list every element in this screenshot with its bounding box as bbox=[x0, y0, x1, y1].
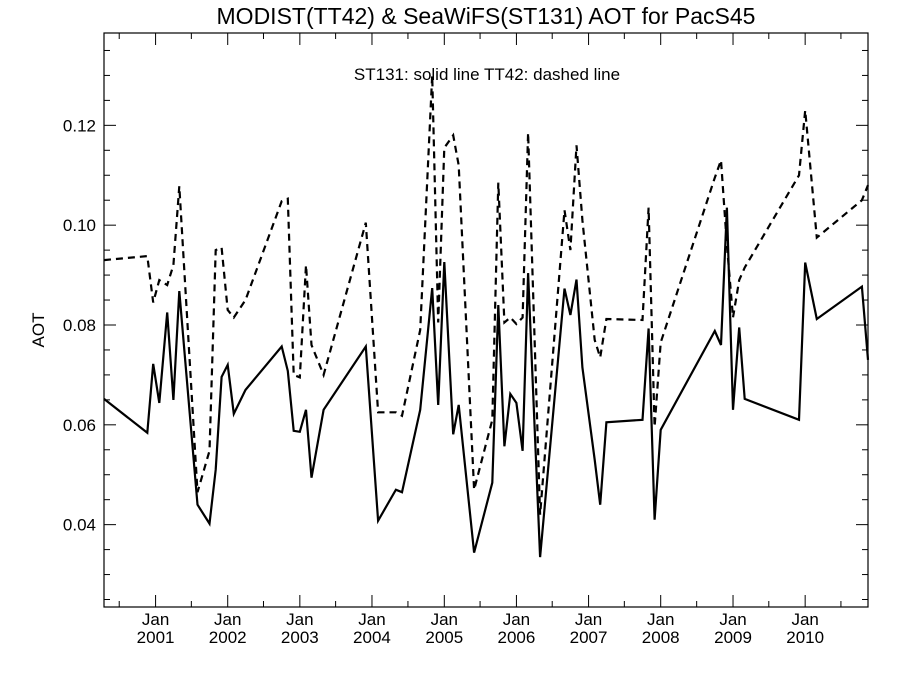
series-line-tt42 bbox=[103, 75, 870, 515]
tick-labels: 0.040.060.080.100.12Jan2001Jan2002Jan200… bbox=[63, 116, 824, 647]
x-tick-month: Jan bbox=[214, 610, 241, 629]
x-tick-year: 2002 bbox=[209, 628, 247, 647]
x-tick-month: Jan bbox=[142, 610, 169, 629]
x-tick-year: 2008 bbox=[642, 628, 680, 647]
x-tick-month: Jan bbox=[286, 610, 313, 629]
axis-ticks bbox=[104, 33, 868, 607]
x-tick-month: Jan bbox=[791, 610, 818, 629]
y-tick-label: 0.08 bbox=[63, 316, 96, 335]
y-axis-label: AOT bbox=[29, 313, 48, 348]
x-tick-year: 2003 bbox=[281, 628, 319, 647]
series-lines bbox=[103, 75, 870, 558]
x-tick-year: 2004 bbox=[353, 628, 391, 647]
y-tick-label: 0.12 bbox=[63, 116, 96, 135]
x-tick-year: 2007 bbox=[570, 628, 608, 647]
x-tick-month: Jan bbox=[431, 610, 458, 629]
plot-frame bbox=[103, 32, 869, 608]
x-tick-year: 2005 bbox=[425, 628, 463, 647]
series-line-st131 bbox=[103, 207, 870, 558]
x-tick-month: Jan bbox=[719, 610, 746, 629]
y-tick-label: 0.06 bbox=[63, 416, 96, 435]
x-tick-year: 2009 bbox=[714, 628, 752, 647]
y-tick-label: 0.04 bbox=[63, 516, 96, 535]
x-tick-year: 2010 bbox=[786, 628, 824, 647]
y-tick-label: 0.10 bbox=[63, 216, 96, 235]
x-tick-year: 2001 bbox=[137, 628, 175, 647]
x-tick-month: Jan bbox=[358, 610, 385, 629]
x-tick-month: Jan bbox=[575, 610, 602, 629]
series-style-legend: ST131: solid line TT42: dashed line bbox=[354, 65, 620, 84]
x-tick-year: 2006 bbox=[498, 628, 536, 647]
chart-title: MODIST(TT42) & SeaWiFS(ST131) AOT for Pa… bbox=[217, 3, 756, 29]
x-tick-month: Jan bbox=[647, 610, 674, 629]
x-tick-month: Jan bbox=[503, 610, 530, 629]
